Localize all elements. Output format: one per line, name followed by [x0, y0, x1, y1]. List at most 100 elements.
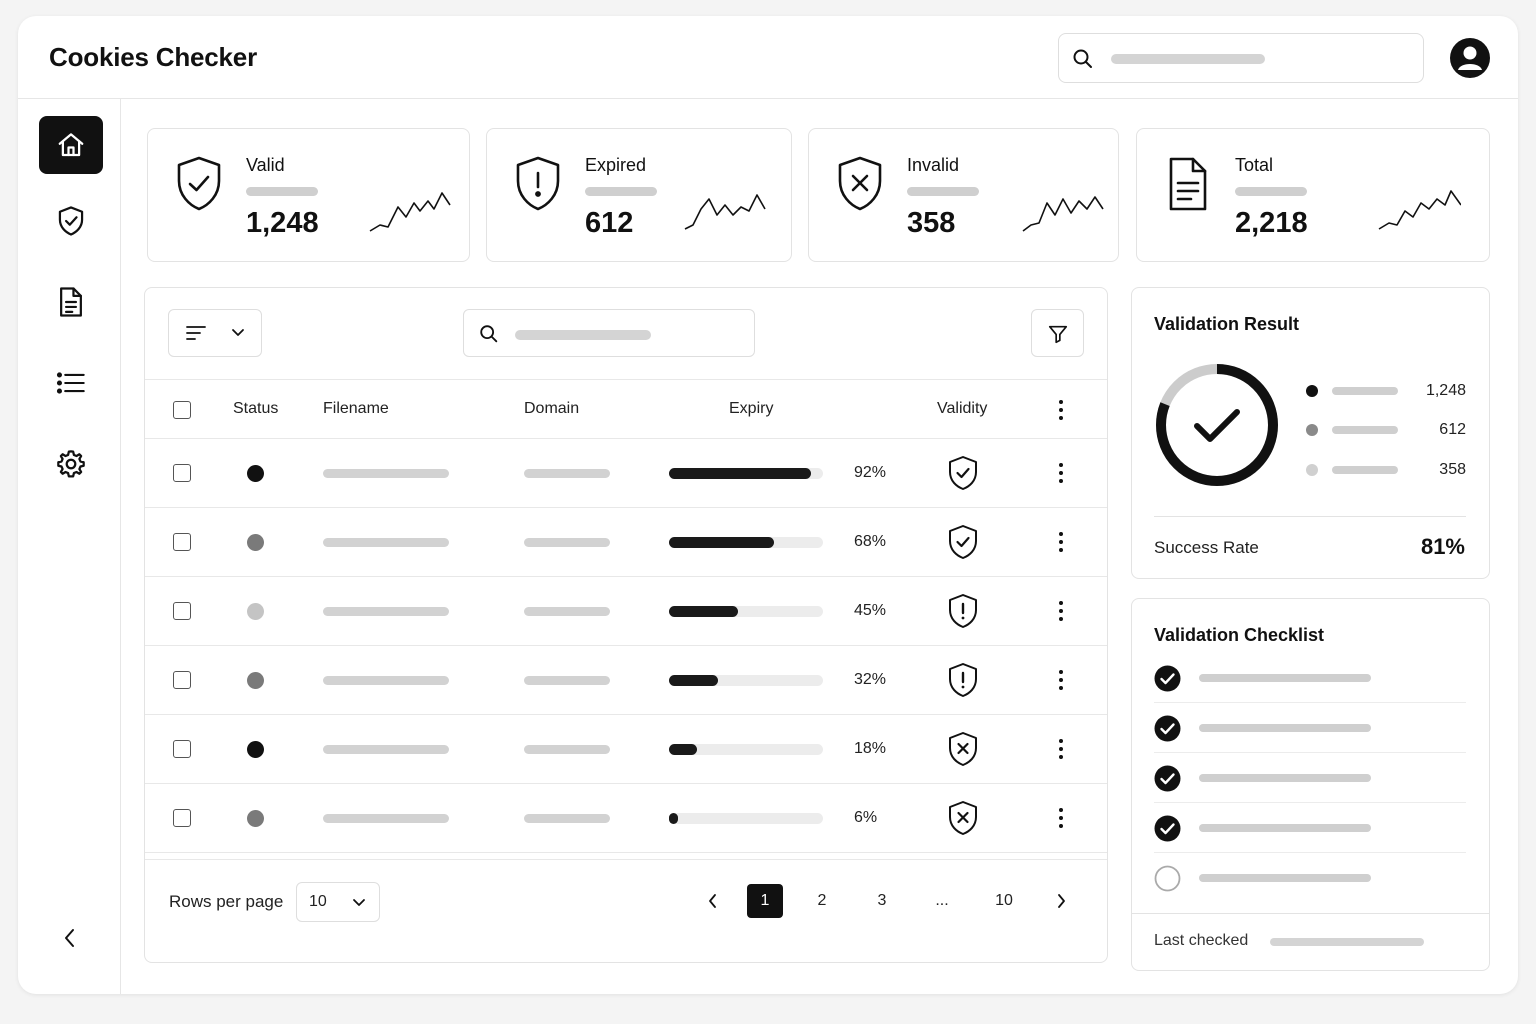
- checklist-item: [1154, 703, 1466, 753]
- domain-placeholder: [524, 814, 610, 823]
- sidebar-item-list[interactable]: [39, 354, 103, 412]
- search-placeholder: [1111, 54, 1265, 64]
- expiry-progress-fill: [669, 675, 719, 686]
- stat-card-expired: Expired 612: [486, 128, 792, 262]
- stat-placeholder-bar: [1235, 187, 1307, 196]
- empty-circle-icon: [1154, 865, 1181, 892]
- user-avatar-icon[interactable]: [1449, 37, 1491, 79]
- more-vertical-icon[interactable]: [1053, 737, 1069, 761]
- status-dot: [247, 741, 264, 758]
- expiry-percent: 68%: [854, 533, 887, 550]
- filter-icon: [1048, 325, 1068, 344]
- stat-value: 358: [907, 207, 956, 239]
- expiry-percent: 32%: [854, 671, 887, 688]
- select-all-checkbox[interactable]: [173, 401, 191, 419]
- column-header-status[interactable]: Status: [233, 400, 279, 417]
- table-row[interactable]: 45%: [145, 577, 1107, 646]
- stat-label: Invalid: [907, 155, 960, 175]
- table-row[interactable]: 92%: [145, 439, 1107, 508]
- stat-card-total: Total 2,218: [1136, 128, 1490, 262]
- validation-checklist-panel: Validation Checklist Last checked: [1131, 598, 1490, 971]
- table-row[interactable]: 68%: [145, 508, 1107, 577]
- more-vertical-icon[interactable]: [1053, 806, 1069, 830]
- sidebar-item-settings[interactable]: [39, 435, 103, 493]
- pagination-ellipsis: ...: [935, 892, 949, 909]
- row-checkbox[interactable]: [173, 602, 191, 620]
- shield-alert-icon: [949, 663, 977, 697]
- shield-x-icon: [949, 732, 977, 766]
- sort-dropdown-button[interactable]: [168, 309, 262, 357]
- more-vertical-icon[interactable]: [1053, 530, 1069, 554]
- column-header-domain[interactable]: Domain: [524, 400, 580, 417]
- expiry-progress-bar: [669, 468, 823, 479]
- row-checkbox[interactable]: [173, 671, 191, 689]
- column-header-expiry[interactable]: Expiry: [729, 400, 774, 417]
- sparkline: [684, 194, 766, 230]
- table-row[interactable]: 18%: [145, 715, 1107, 784]
- sidebar-item-shield[interactable]: [39, 192, 103, 250]
- stat-value: 612: [585, 207, 634, 239]
- last-checked-label: Last checked: [1154, 932, 1249, 949]
- pagination-page-10[interactable]: 10: [995, 892, 1013, 909]
- checklist-item: [1154, 753, 1466, 803]
- domain-placeholder: [524, 745, 610, 754]
- legend-item-valid: 1,248: [1306, 381, 1476, 401]
- row-checkbox[interactable]: [173, 533, 191, 551]
- legend-value: 1,248: [1425, 382, 1466, 399]
- column-header-validity[interactable]: Validity: [937, 400, 988, 417]
- stat-card-valid: Valid 1,248: [147, 128, 470, 262]
- sidebar-collapse-button[interactable]: [56, 924, 84, 952]
- shield-check-icon: [58, 206, 84, 236]
- search-icon: [480, 325, 498, 343]
- checklist-item: [1154, 853, 1466, 903]
- checklist-item-placeholder: [1199, 774, 1371, 782]
- validation-result-panel: Validation Result 1,248 612 358 Success …: [1131, 287, 1490, 579]
- document-icon: [1169, 157, 1207, 211]
- row-checkbox[interactable]: [173, 464, 191, 482]
- search-icon: [1073, 49, 1092, 68]
- pagination-page-1[interactable]: 1: [747, 884, 783, 918]
- legend-dot: [1306, 385, 1318, 397]
- shield-x-icon: [838, 156, 882, 211]
- expiry-progress-fill: [669, 744, 697, 755]
- table-row[interactable]: 6%: [145, 784, 1107, 853]
- expiry-progress-fill: [669, 813, 679, 824]
- table-search-input[interactable]: [463, 309, 755, 357]
- more-vertical-icon[interactable]: [1053, 461, 1069, 485]
- pagination-page-2[interactable]: 2: [817, 892, 827, 909]
- status-dot: [247, 672, 264, 689]
- success-rate-value: 81%: [1420, 534, 1465, 559]
- search-input[interactable]: [1058, 33, 1424, 83]
- stat-placeholder-bar: [585, 187, 657, 196]
- cookies-table-card: Status Filename Domain Expiry Validity 9…: [144, 287, 1108, 963]
- expiry-progress-bar: [669, 606, 823, 617]
- legend-placeholder-bar: [1332, 387, 1398, 395]
- stat-placeholder-bar: [907, 187, 979, 196]
- filter-button[interactable]: [1031, 309, 1084, 357]
- legend-placeholder-bar: [1332, 466, 1398, 474]
- more-vertical-icon[interactable]: [1053, 599, 1069, 623]
- rows-per-page-label: Rows per page: [169, 892, 284, 911]
- row-checkbox[interactable]: [173, 740, 191, 758]
- sparkline: [1022, 196, 1104, 232]
- checklist-item-placeholder: [1199, 724, 1371, 732]
- home-icon: [58, 133, 84, 157]
- row-checkbox[interactable]: [173, 809, 191, 827]
- sidebar-item-documents[interactable]: [39, 273, 103, 331]
- pagination-page-3[interactable]: 3: [877, 892, 887, 909]
- pagination-next-button[interactable]: [1043, 884, 1079, 918]
- rows-per-page-select[interactable]: 10: [296, 882, 380, 922]
- column-header-filename[interactable]: Filename: [323, 400, 389, 417]
- table-row[interactable]: 32%: [145, 646, 1107, 715]
- sidebar-item-home[interactable]: [39, 116, 103, 174]
- sidebar: [18, 99, 121, 994]
- more-vertical-icon[interactable]: [1053, 398, 1069, 422]
- domain-placeholder: [524, 538, 610, 547]
- chevron-down-icon: [232, 329, 244, 336]
- more-vertical-icon[interactable]: [1053, 668, 1069, 692]
- domain-placeholder: [524, 676, 610, 685]
- check-circle-icon: [1154, 815, 1181, 842]
- expiry-progress-bar: [669, 744, 823, 755]
- expiry-progress-fill: [669, 537, 774, 548]
- pagination-prev-button[interactable]: [695, 884, 731, 918]
